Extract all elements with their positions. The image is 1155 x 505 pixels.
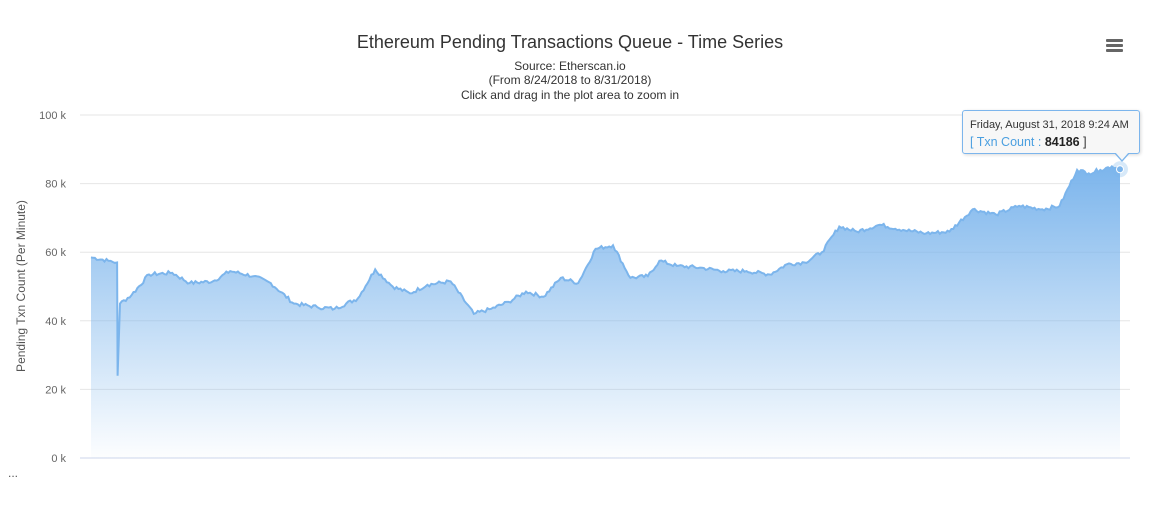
data-tooltip: Friday, August 31, 2018 9:24 AM [ Txn Co… (962, 110, 1140, 154)
tooltip-bracket-open: [ (970, 135, 974, 149)
y-tick-label: 0 k (51, 453, 66, 465)
chart-subtitle-source: Source: Etherscan.io (514, 59, 626, 73)
chart-menu-button[interactable] (1103, 34, 1127, 56)
tooltip-series-label: Txn Count : (976, 135, 1042, 149)
chart-subtitle-date-range: (From 8/24/2018 to 8/31/2018) (489, 73, 652, 87)
hamburger-menu-icon (1106, 44, 1123, 47)
hover-marker-point[interactable] (1116, 165, 1124, 174)
y-tick-label: 80 k (45, 179, 66, 191)
tooltip-bracket-close: ] (1083, 135, 1087, 149)
y-tick-label: 100 k (39, 110, 66, 122)
tooltip-row: [ Txn Count : 84186 ] (970, 134, 1132, 150)
hamburger-menu-icon (1106, 49, 1123, 52)
tooltip-value: 84186 (1044, 135, 1080, 149)
chart-title: Ethereum Pending Transactions Queue - Ti… (357, 32, 783, 52)
tooltip-date: Friday, August 31, 2018 9:24 AM (970, 119, 1129, 131)
y-axis-ticks: 0 k 20 k 40 k 60 k 80 k 100 k (39, 110, 66, 465)
tooltip-pointer-inner (1115, 152, 1129, 160)
y-axis-label: Pending Txn Count (Per Minute) (14, 200, 28, 372)
hamburger-menu-icon (1106, 39, 1123, 42)
series-line-txn-count[interactable] (90, 165, 1121, 376)
chart-subtitle-zoom-hint: Click and drag in the plot area to zoom … (461, 88, 679, 102)
series-area-txn-count[interactable] (91, 166, 1120, 458)
series-layer[interactable] (90, 161, 1128, 458)
y-tick-label: 20 k (45, 384, 66, 396)
y-tick-label: 40 k (45, 316, 66, 328)
overflow-indicator: ... (8, 466, 19, 480)
y-tick-label: 60 k (45, 247, 66, 259)
